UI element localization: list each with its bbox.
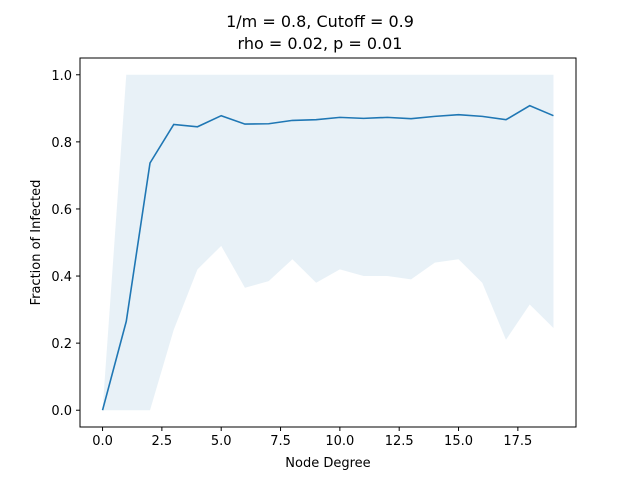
- line-layer: [101, 104, 554, 411]
- chart-title-line1: 1/m = 0.8, Cutoff = 0.9: [226, 12, 414, 31]
- confidence-band: [102, 74, 554, 411]
- x-ticks: 0.0 2.5 5.0 7.5 10.0 12.5 15.0 17.5: [92, 427, 532, 449]
- x-tick-label: 2.5: [152, 434, 173, 449]
- y-tick-label: 0.4: [51, 270, 72, 285]
- y-tick-label: 0.0: [51, 404, 72, 419]
- x-axis-label: Node Degree: [285, 456, 370, 471]
- y-tick-label: 0.8: [51, 136, 72, 151]
- series-line-0: [101, 104, 554, 411]
- x-tick-label: 0.0: [92, 434, 113, 449]
- x-tick-label: 7.5: [270, 434, 291, 449]
- y-tick-label: 0.6: [51, 203, 72, 218]
- x-tick-label: 12.5: [385, 434, 414, 449]
- x-tick-label: 17.5: [503, 434, 532, 449]
- y-tick-label: 1.0: [51, 69, 72, 84]
- y-tick-label: 0.2: [51, 337, 72, 352]
- y-axis-label: Fraction of Infected: [29, 180, 44, 306]
- x-tick-label: 15.0: [444, 434, 473, 449]
- x-tick-label: 10.0: [325, 434, 354, 449]
- chart-title-line2: rho = 0.02, p = 0.01: [237, 34, 403, 53]
- x-tick-label: 5.0: [211, 434, 232, 449]
- axes-frame: [79, 57, 577, 428]
- band-layer: [102, 74, 554, 411]
- y-ticks: 0.0 0.2 0.4 0.6 0.8 1.0: [51, 69, 80, 419]
